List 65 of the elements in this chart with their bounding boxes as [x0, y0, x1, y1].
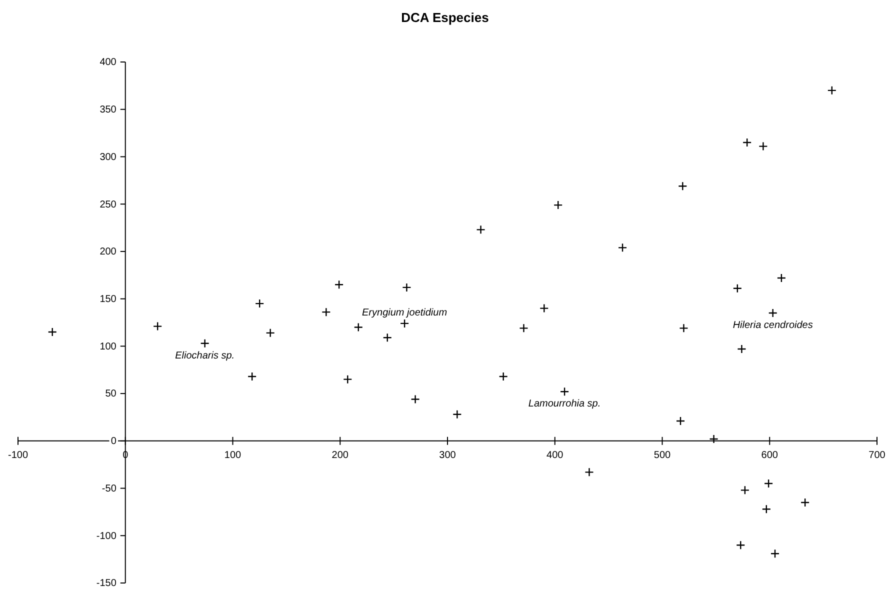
y-tick-label: 250: [100, 199, 117, 210]
y-tick-label: 50: [105, 388, 117, 400]
x-tick-label: 400: [546, 450, 564, 461]
point: [519, 324, 528, 333]
point: [247, 372, 257, 382]
y-tick-label: -100: [96, 530, 117, 542]
point: [762, 504, 772, 514]
point: [768, 308, 778, 318]
point: [800, 498, 810, 508]
annotation: Lamourrohia sp.: [528, 398, 601, 410]
y-tick-label: 350: [100, 104, 117, 116]
point: [709, 434, 718, 444]
point: [560, 387, 570, 396]
y-tick-label: -50: [102, 483, 117, 494]
point: [402, 282, 412, 292]
point: [266, 328, 275, 338]
x-tick-label: -100: [8, 450, 28, 461]
point: [827, 86, 837, 96]
point: [776, 273, 786, 283]
point: [382, 333, 392, 342]
point: [200, 338, 210, 348]
point: [618, 243, 628, 252]
y-tick-label: 300: [100, 152, 117, 163]
point: [254, 298, 264, 308]
y-tick-label: 150: [100, 294, 117, 306]
point: [48, 327, 57, 337]
point: [764, 478, 774, 488]
point: [732, 284, 742, 293]
y-tick-label: -150: [96, 578, 117, 590]
point: [540, 304, 549, 313]
x-tick-label: 100: [224, 450, 242, 461]
point: [679, 324, 688, 333]
point: [343, 374, 352, 384]
point: [584, 468, 594, 477]
point: [354, 322, 363, 332]
y-tick-label: 100: [100, 341, 117, 352]
point: [452, 410, 462, 419]
point: [476, 225, 486, 234]
point: [410, 394, 420, 404]
y-tick-label: 400: [100, 57, 117, 68]
point: [742, 138, 752, 148]
x-tick-label: 700: [868, 450, 886, 461]
point: [498, 372, 508, 382]
y-tick-label: 200: [100, 246, 117, 258]
x-tick-label: 200: [332, 450, 349, 461]
annotation: Hileria cendroides: [732, 320, 813, 332]
point: [678, 181, 688, 191]
x-tick-label: 600: [761, 450, 778, 461]
annotation: Eryngium joetidium: [362, 307, 448, 318]
y-tick-label: 0: [110, 436, 117, 448]
point: [553, 200, 563, 210]
point: [676, 416, 686, 426]
point: [758, 142, 768, 151]
chart-title: DCA Especies: [401, 10, 489, 25]
annotation: Eliocharis sp.: [175, 350, 235, 362]
point: [736, 540, 746, 550]
point: [737, 344, 746, 354]
point: [770, 549, 780, 558]
point: [740, 486, 750, 495]
x-tick-label: 300: [439, 450, 456, 461]
point: [334, 280, 344, 290]
x-tick-label: 500: [654, 450, 672, 461]
point: [152, 322, 162, 331]
point: [400, 318, 410, 328]
point: [322, 307, 331, 317]
